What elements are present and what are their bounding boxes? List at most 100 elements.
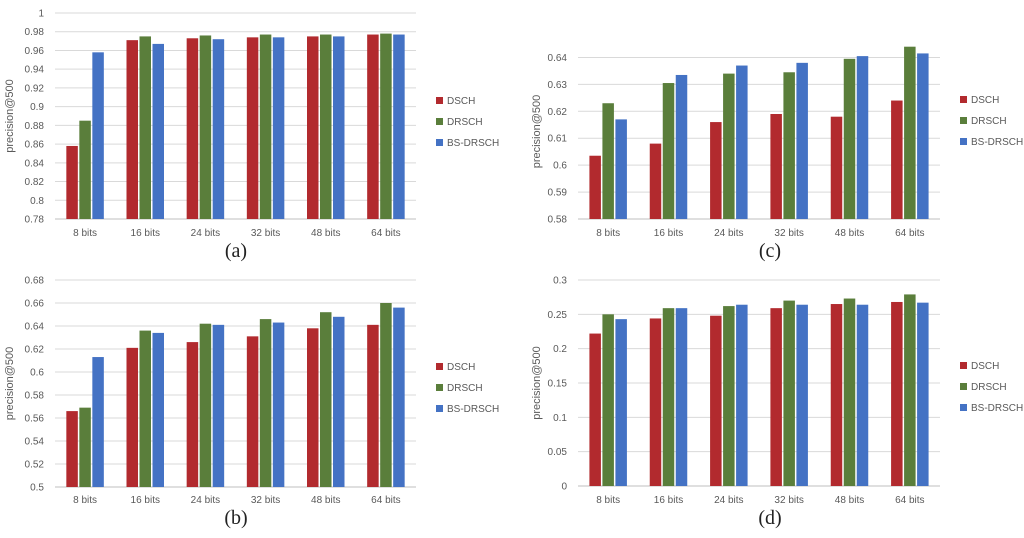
chart-panel: 0.58 0.59 0.6 0.61 0.62 0.63 0.64 8 bits 16 bits… xyxy=(531,46,1023,262)
bar-dsch-32-bits xyxy=(246,37,259,219)
y-tick-label: 0.94 xyxy=(25,65,45,76)
y-tick-label: 0.5 xyxy=(30,483,44,494)
x-tick-label: 24 bits xyxy=(191,228,220,239)
legend-label: DSCH xyxy=(971,361,999,372)
bar-drsch-32-bits xyxy=(783,72,795,220)
y-tick-label: 0.62 xyxy=(25,345,45,356)
bar-drsch-24-bits xyxy=(723,306,735,486)
x-tick-label: 32 bits xyxy=(251,495,280,506)
y-tick-label: 0.98 xyxy=(25,27,45,38)
y-tick-label: 0.64 xyxy=(25,322,45,333)
chart-panel: 0.5 0.52 0.54 0.56 0.58 0.6 0.62 0.64 0.66 0.68 8 … xyxy=(4,276,499,530)
legend-label: DRSCH xyxy=(971,116,1007,127)
legend-swatch-dsch xyxy=(960,362,967,369)
bar-dsch-8-bits xyxy=(589,155,601,219)
bar-dsch-24-bits xyxy=(710,122,722,219)
y-tick-label: 0.54 xyxy=(25,437,45,448)
y-tick-label: 0.9 xyxy=(30,102,44,113)
y-tick-label: 0.6 xyxy=(553,161,567,172)
bar-bs-drsch-8-bits xyxy=(92,52,104,220)
y-tick-label: 0.2 xyxy=(553,344,567,355)
bar-drsch-16-bits xyxy=(139,36,151,220)
bar-dsch-48-bits xyxy=(830,304,843,486)
y-axis-title: precision@500 xyxy=(4,347,16,421)
y-tick-label: 0.82 xyxy=(25,177,45,188)
bar-drsch-16-bits xyxy=(139,330,151,487)
bar-drsch-8-bits xyxy=(602,103,614,219)
legend-swatch-bs-drsch xyxy=(960,404,967,411)
y-tick-label: 0.6 xyxy=(30,368,44,379)
x-tick-label: 64 bits xyxy=(371,228,400,239)
y-tick-label: 0.52 xyxy=(25,460,45,471)
bar-drsch-32-bits xyxy=(259,319,272,487)
panel-caption: (d) xyxy=(758,507,781,529)
bar-bs-drsch-8-bits xyxy=(615,119,627,219)
bar-bs-drsch-32-bits xyxy=(272,322,285,487)
y-tick-label: 0.1 xyxy=(553,413,567,424)
legend-swatch-dsch xyxy=(436,363,443,370)
y-tick-label: 0.63 xyxy=(548,80,568,91)
y-tick-label: 0.05 xyxy=(548,447,568,458)
bar-dsch-48-bits xyxy=(307,328,319,487)
bar-bs-drsch-48-bits xyxy=(333,316,345,487)
legend: DSCH DRSCH BS-DRSCH xyxy=(436,362,499,415)
legend-label: DRSCH xyxy=(447,117,483,128)
bar-bs-drsch-16-bits xyxy=(152,332,164,487)
bar-dsch-32-bits xyxy=(770,308,782,486)
bar-dsch-64-bits xyxy=(367,324,379,487)
legend-label: DSCH xyxy=(447,96,475,107)
y-tick-label: 0.68 xyxy=(25,276,45,287)
bar-bs-drsch-48-bits xyxy=(333,36,345,220)
bar-drsch-48-bits xyxy=(843,298,856,486)
bar-bs-drsch-16-bits xyxy=(675,308,688,486)
x-tick-label: 24 bits xyxy=(714,495,743,506)
x-tick-label: 64 bits xyxy=(895,228,924,239)
y-axis-title: precision@500 xyxy=(4,79,16,153)
x-tick-label: 32 bits xyxy=(774,495,803,506)
panel-caption: (c) xyxy=(759,240,781,262)
x-tick-label: 32 bits xyxy=(774,228,803,239)
bar-drsch-48-bits xyxy=(320,312,332,487)
y-tick-label: 0.56 xyxy=(25,414,45,425)
y-tick-label: 0.62 xyxy=(548,107,568,118)
bar-drsch-32-bits xyxy=(259,34,272,219)
x-tick-label: 16 bits xyxy=(654,495,683,506)
x-tick-label: 48 bits xyxy=(311,228,340,239)
legend: DSCH DRSCH BS-DRSCH xyxy=(960,95,1023,148)
legend-label: DSCH xyxy=(447,362,475,373)
bar-dsch-48-bits xyxy=(307,36,319,220)
x-tick-label: 16 bits xyxy=(131,228,160,239)
legend-label: BS-DRSCH xyxy=(447,404,499,415)
x-tick-label: 24 bits xyxy=(191,495,220,506)
bar-drsch-64-bits xyxy=(904,294,916,486)
bar-bs-drsch-24-bits xyxy=(736,304,748,486)
bar-dsch-64-bits xyxy=(891,100,903,219)
bar-drsch-64-bits xyxy=(380,33,392,219)
x-tick-label: 32 bits xyxy=(251,228,280,239)
y-axis-title: precision@500 xyxy=(531,95,543,169)
y-tick-label: 0.84 xyxy=(25,158,45,169)
legend: DSCH DRSCH BS-DRSCH xyxy=(960,361,1023,414)
bar-dsch-64-bits xyxy=(891,301,903,486)
legend-label: DSCH xyxy=(971,95,999,106)
bar-drsch-24-bits xyxy=(199,35,212,219)
y-tick-label: 0.88 xyxy=(25,121,45,132)
legend-label: DRSCH xyxy=(971,382,1007,393)
legend-label: BS-DRSCH xyxy=(971,137,1023,148)
bar-drsch-64-bits xyxy=(904,46,916,219)
bar-drsch-24-bits xyxy=(723,73,735,219)
x-tick-label: 8 bits xyxy=(596,495,620,506)
x-tick-label: 24 bits xyxy=(714,228,743,239)
bar-dsch-16-bits xyxy=(126,347,138,487)
bar-dsch-24-bits xyxy=(710,315,722,486)
bar-bs-drsch-64-bits xyxy=(393,34,405,219)
y-tick-label: 0.59 xyxy=(548,188,568,199)
bar-drsch-8-bits xyxy=(79,120,91,219)
bar-bs-drsch-24-bits xyxy=(736,65,748,220)
bar-bs-drsch-16-bits xyxy=(152,43,164,220)
legend-swatch-dsch xyxy=(436,97,443,104)
bar-bs-drsch-64-bits xyxy=(917,53,929,219)
x-tick-label: 8 bits xyxy=(596,228,620,239)
bar-bs-drsch-64-bits xyxy=(917,302,929,486)
bar-dsch-8-bits xyxy=(66,411,78,487)
